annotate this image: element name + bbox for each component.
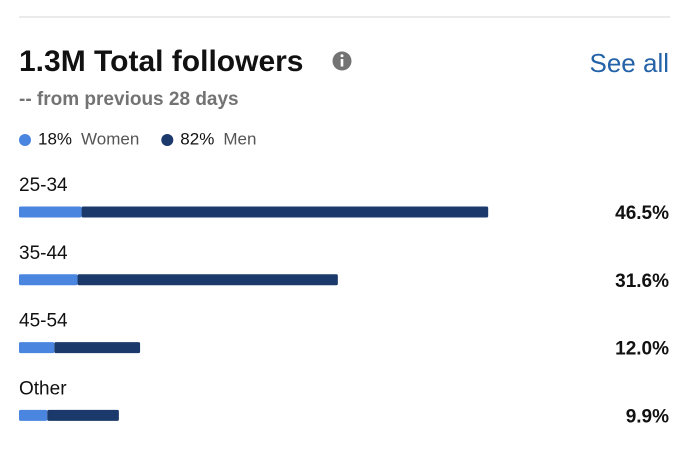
bar-segment (19, 206, 82, 218)
bar-segment (77, 274, 338, 286)
category-label: 35-44 (19, 243, 68, 264)
info-glyph (340, 59, 344, 67)
bar-segment (19, 409, 48, 421)
category-label: 25-34 (19, 175, 68, 196)
bar-segment (19, 274, 78, 286)
see-all-link[interactable]: See all (590, 48, 670, 78)
legend-swatch (161, 134, 174, 146)
legend-share: 18% (38, 129, 72, 148)
legend-share: 82% (180, 129, 214, 148)
category-label: 45-54 (19, 311, 68, 332)
bar-segment (81, 206, 489, 218)
chart-title: 1.3M Total followers (19, 45, 304, 78)
value-label: 9.9% (626, 406, 669, 427)
legend-label: Women (81, 129, 139, 148)
value-label: 12.0% (615, 339, 669, 360)
legend-swatch (19, 134, 31, 146)
bar-segment (54, 342, 141, 354)
category-label: Other (19, 378, 67, 399)
bar-segment (19, 342, 55, 354)
info-icon[interactable] (332, 51, 352, 71)
value-label: 31.6% (615, 271, 669, 292)
legend-label: Men (223, 129, 256, 148)
value-label: 46.5% (615, 203, 669, 224)
bar-segment (47, 409, 119, 421)
info-dot (340, 54, 344, 58)
subtitle: -- from previous 28 days (19, 89, 239, 110)
